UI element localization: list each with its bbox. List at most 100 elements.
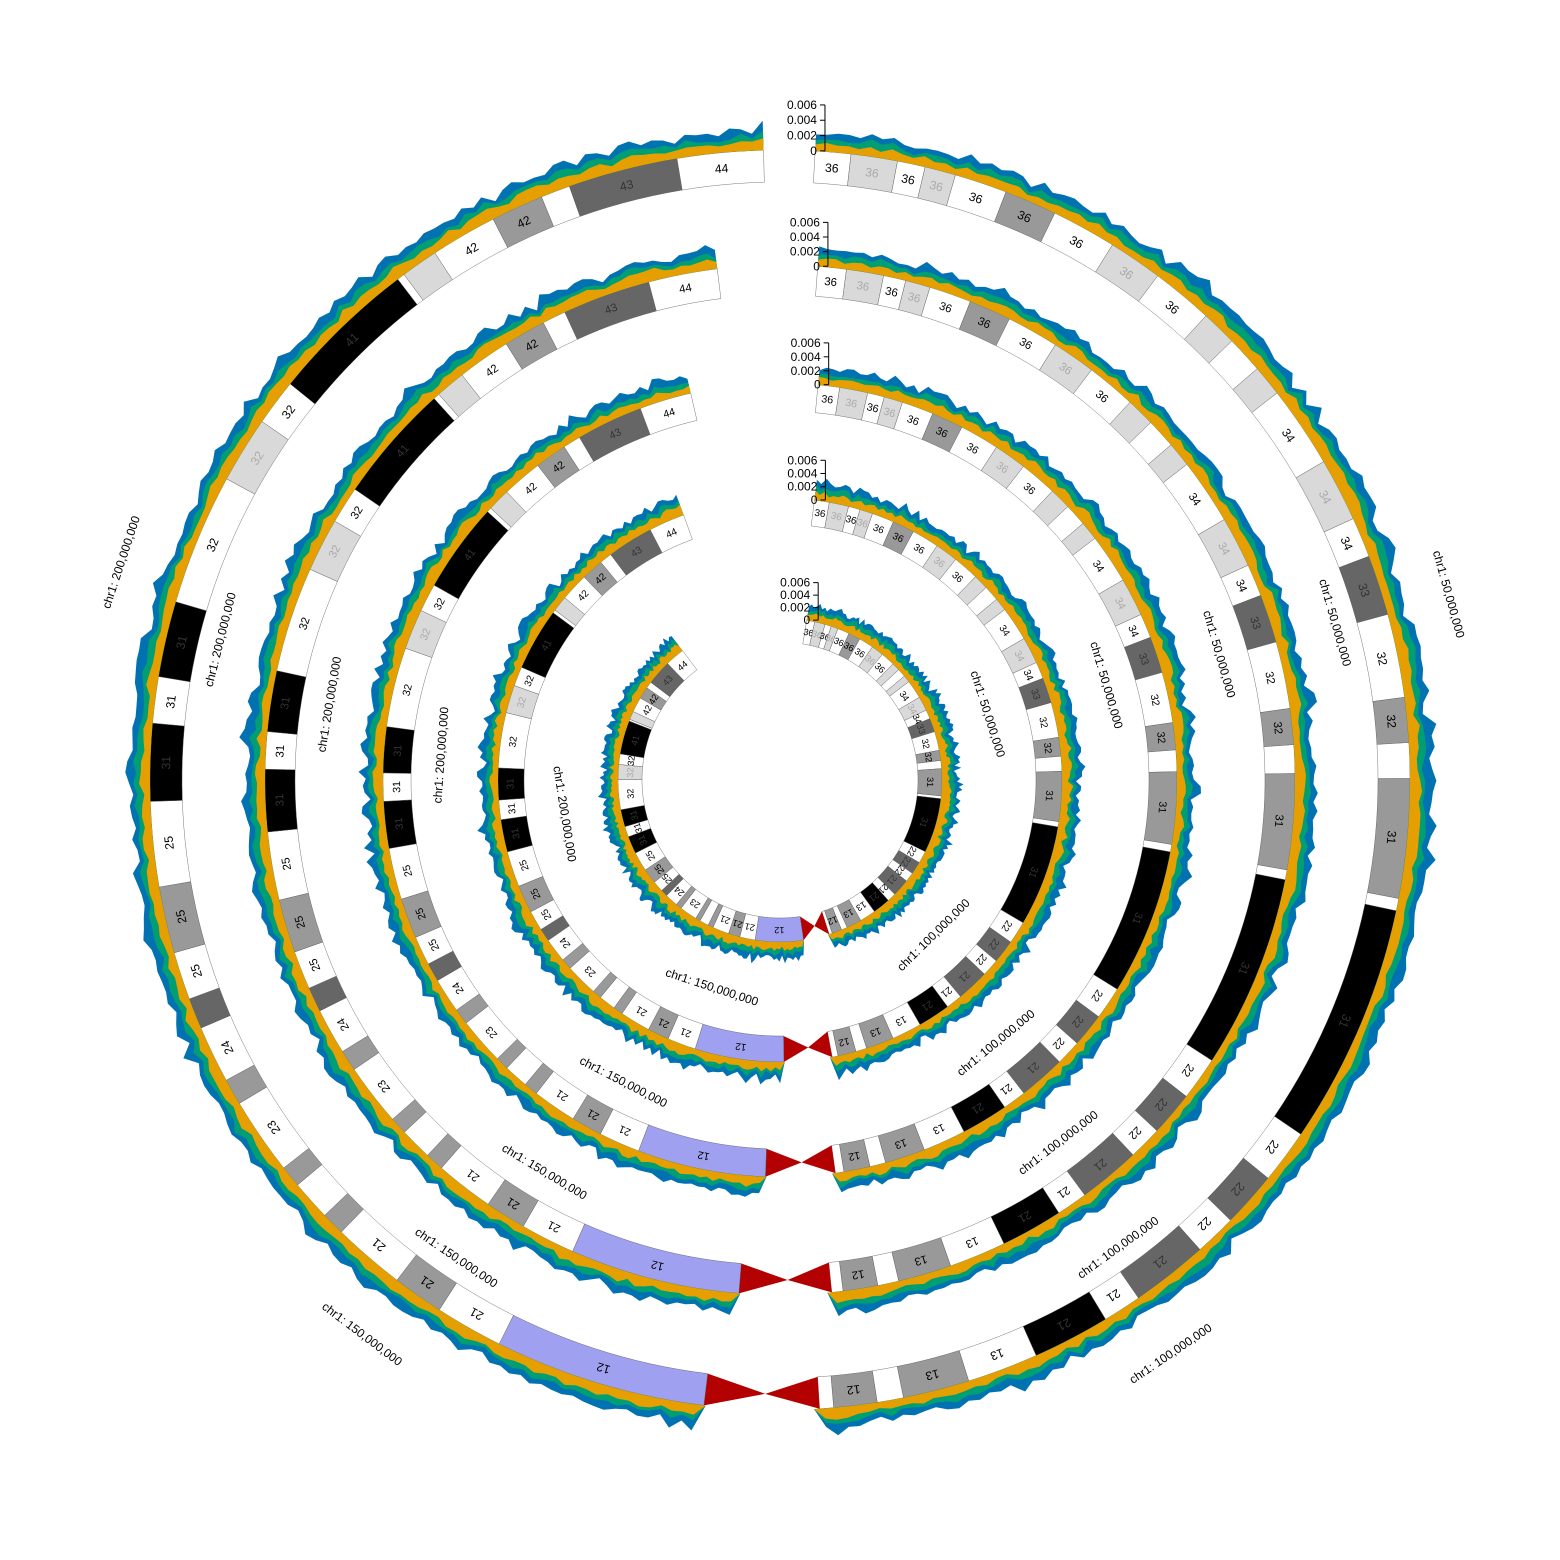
cytoband-label: 25	[280, 856, 294, 871]
genome-position-label: chr1: 50,000,000	[1087, 640, 1126, 731]
y-axis-tick-label: 0	[814, 378, 821, 392]
genome-position-label: chr1: 50,000,000	[968, 669, 1009, 759]
genome-position-label: chr1: 200,000,000	[99, 514, 143, 611]
cytoband-label: 21	[998, 1081, 1015, 1098]
cytoband-label: 32	[418, 627, 434, 643]
centromere	[801, 1145, 836, 1174]
y-axis-tick-label: 0.004	[790, 230, 820, 244]
cytoband-label: 21	[585, 1106, 601, 1122]
cytoband-label: 32	[349, 504, 366, 521]
cytoband-label: 22	[999, 918, 1014, 933]
cytoband-label: 36	[890, 531, 905, 546]
cytoband-label: 32	[1036, 716, 1049, 729]
cytoband-label: 32	[297, 616, 312, 632]
cytoband-label: 34	[1112, 595, 1128, 611]
cytoband-label: 41	[629, 734, 641, 746]
cytoband-label: 36	[900, 171, 916, 188]
cytoband-label: 32	[1262, 671, 1276, 686]
y-axis-tick-label: 0.006	[787, 98, 817, 112]
cytoband-label: 44	[675, 659, 689, 673]
y-axis-tick-label: 0.004	[787, 467, 817, 481]
cytoband-label: 34	[1011, 649, 1026, 664]
cytoband-label: 36	[864, 165, 880, 181]
cytoband-label: 25	[307, 957, 323, 973]
cytoband-label: 36	[905, 413, 920, 428]
cytoband-label: 32	[1271, 721, 1284, 735]
cytoband-label: 32	[626, 755, 637, 766]
cytoband-label: 21	[467, 1304, 486, 1323]
cytoband-label: 42	[647, 692, 661, 706]
cytoband-label: 36	[994, 460, 1011, 477]
cytoband-label: 36	[821, 393, 834, 406]
cytoband-label: 42	[462, 240, 481, 259]
y-axis-tick-label: 0	[803, 613, 810, 627]
cytoband-label: 13	[893, 1013, 908, 1028]
centromere	[738, 1263, 788, 1294]
y-axis-tick-label: 0.004	[787, 113, 817, 127]
cytoband-label: 43	[618, 177, 635, 194]
cytoband-label: 32	[625, 788, 636, 799]
cytoband-label: 31	[279, 696, 293, 710]
y-axis-tick-label: 0.002	[780, 601, 810, 615]
cytoband-label: 31	[159, 756, 173, 770]
cytoband-label: 13	[913, 1252, 929, 1267]
cytoband-label: 21	[554, 1087, 571, 1104]
area-track	[597, 604, 964, 964]
cytoband	[676, 150, 765, 191]
cytoband-label: 34	[1233, 578, 1249, 594]
cytoband-label: 36	[1057, 361, 1074, 378]
cytoband-label: 12	[774, 925, 784, 935]
cytoband-label: 36	[937, 300, 953, 316]
centromere	[765, 1148, 802, 1177]
cytoband-label: 33	[1355, 582, 1373, 599]
cytoband	[1376, 742, 1411, 779]
cytoband-label: 22	[1179, 1061, 1196, 1078]
cytoband-label: 36	[871, 522, 886, 536]
cytoband-label: 31	[506, 802, 518, 815]
cytoband-label: 23	[688, 897, 702, 911]
cytoband-label: 31	[1043, 790, 1055, 802]
cytoband-label: 21	[1055, 1315, 1074, 1334]
cytoband-label: 25	[413, 906, 428, 921]
cytoband-label: 22	[986, 936, 1001, 951]
cytoband-label: 13	[931, 1121, 947, 1137]
cytoband-label: 36	[967, 189, 985, 207]
cytoband-label: 42	[551, 459, 568, 476]
cytoband-label: 42	[524, 338, 541, 355]
y-axis-tick-label: 0.004	[780, 588, 810, 602]
cytoband-label: 25	[162, 835, 177, 850]
cytoband-label: 36	[855, 517, 869, 531]
cytoband-label: 42	[593, 571, 609, 587]
area-track	[254, 258, 1306, 1304]
cytoband-label: 34	[1215, 541, 1231, 558]
track-5: 3636363636363636363434343332323131222222…	[550, 576, 1008, 1009]
cytoband-label: 44	[665, 526, 680, 541]
y-axis-tick-label: 0	[811, 493, 818, 507]
cytoband-label: 12	[826, 914, 839, 927]
y-axis-tick-label: 0.002	[790, 245, 820, 259]
cytoband-label: 41	[462, 547, 479, 564]
cytoband-label: 32	[327, 543, 343, 560]
cytoband-label: 44	[678, 282, 693, 296]
area-track	[125, 120, 1437, 1436]
cytoband-label: 31	[1384, 830, 1399, 845]
area-track	[476, 478, 1086, 1085]
cytoband-label: 36	[1067, 233, 1086, 252]
cytoband-label: 32	[1374, 651, 1390, 667]
cytoband-label: 34	[1316, 488, 1335, 507]
cytoband-label: 36	[844, 397, 858, 411]
cytoband-label: 21	[1016, 1208, 1033, 1225]
cytoband-label: 21	[656, 1015, 671, 1030]
cytoband-label: 32	[248, 448, 267, 467]
y-axis-tick-label: 0.002	[787, 129, 817, 143]
cytoband-label: 31	[925, 777, 935, 787]
y-axis-tick-label: 0.006	[787, 453, 817, 467]
cytoband-label: 12	[697, 1148, 711, 1162]
cytoband-label: 33	[1247, 615, 1262, 631]
cytoband-label: 36	[1017, 336, 1034, 353]
cytoband-label: 25	[539, 906, 554, 921]
cytoband-label: 21	[678, 1025, 693, 1039]
area-track	[139, 138, 1423, 1420]
cytoband-label: 24	[450, 980, 467, 997]
y-axis-tick-label: 0	[810, 144, 817, 158]
